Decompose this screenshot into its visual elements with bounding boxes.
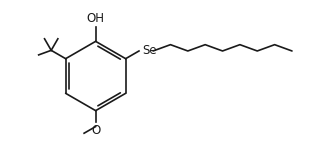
Text: O: O <box>91 124 100 137</box>
Text: Se: Se <box>142 45 157 57</box>
Text: OH: OH <box>87 12 105 25</box>
